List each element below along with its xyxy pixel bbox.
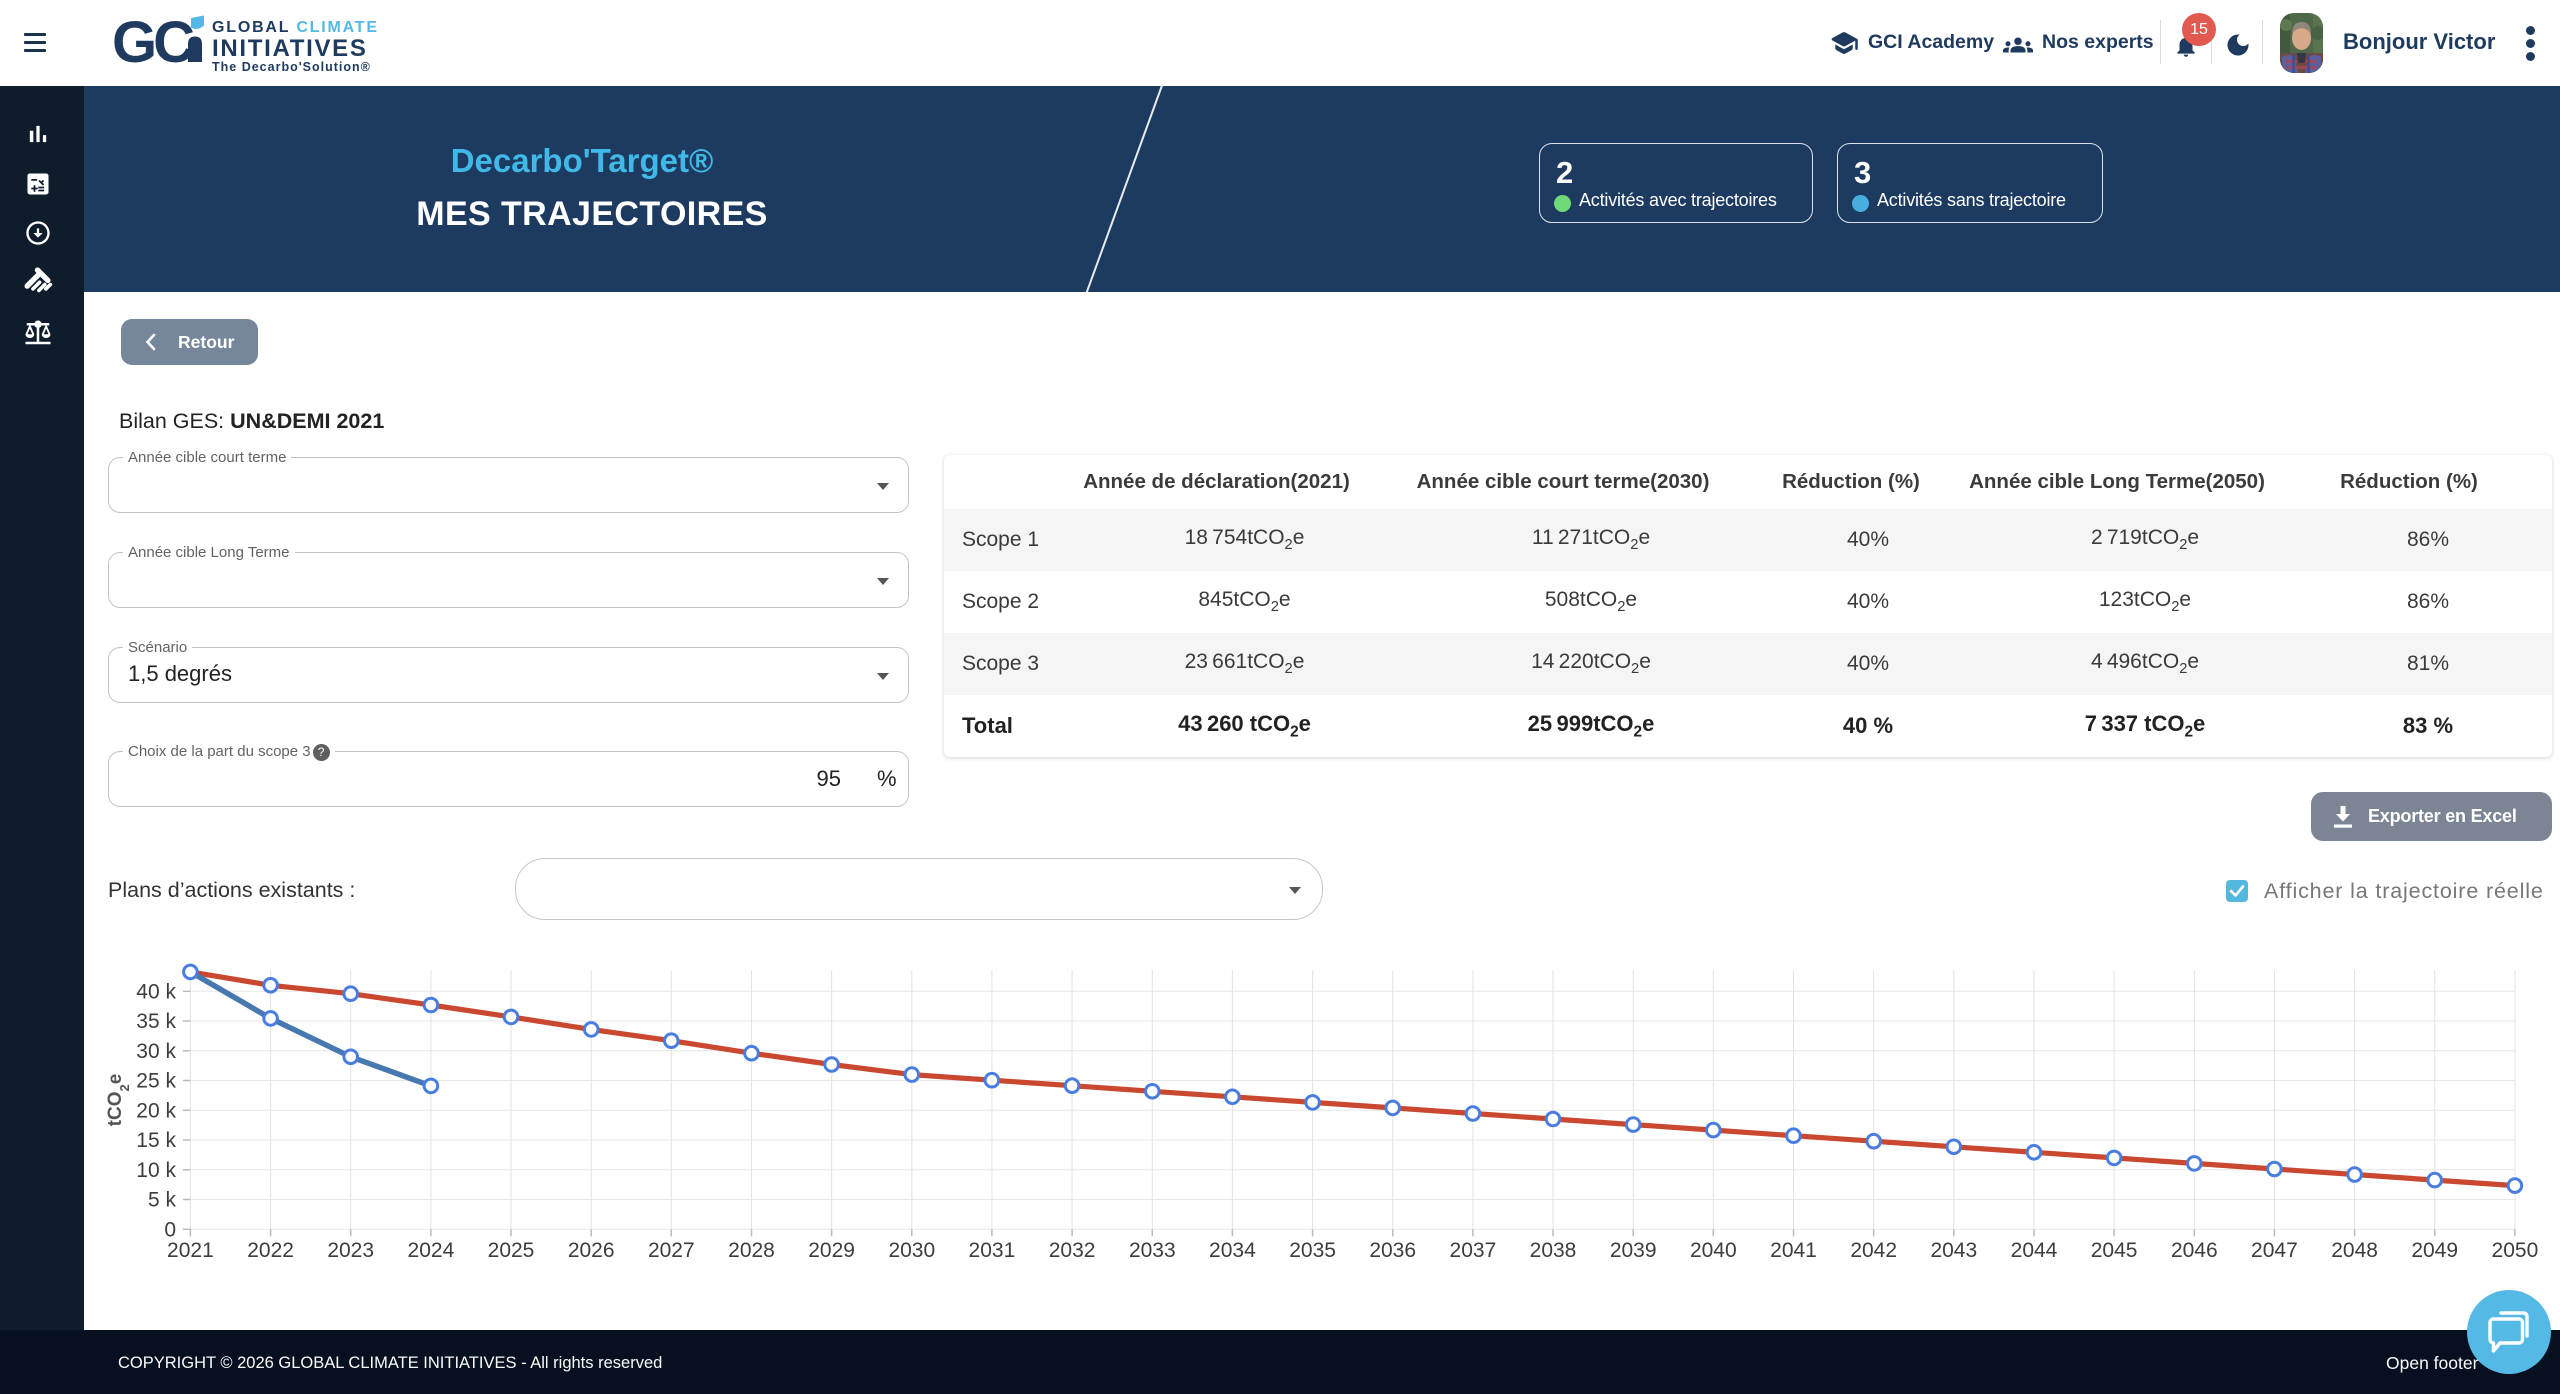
svg-text:2022: 2022 bbox=[247, 1239, 294, 1262]
svg-text:15 k: 15 k bbox=[136, 1129, 176, 1152]
svg-text:2037: 2037 bbox=[1450, 1239, 1497, 1262]
svg-text:tCO2e: tCO2e bbox=[105, 1074, 132, 1127]
svg-text:40 k: 40 k bbox=[136, 980, 176, 1003]
svg-text:2045: 2045 bbox=[2091, 1239, 2138, 1262]
svg-text:2048: 2048 bbox=[2331, 1239, 2378, 1262]
svg-text:2047: 2047 bbox=[2251, 1239, 2298, 1262]
svg-text:2049: 2049 bbox=[2411, 1239, 2458, 1262]
svg-text:5 k: 5 k bbox=[148, 1189, 177, 1212]
svg-text:2026: 2026 bbox=[568, 1239, 615, 1262]
svg-text:30 k: 30 k bbox=[136, 1040, 176, 1063]
svg-text:The Decarbo'Solution®: The Decarbo'Solution® bbox=[212, 60, 371, 74]
svg-text:20 k: 20 k bbox=[136, 1099, 176, 1122]
svg-text:2027: 2027 bbox=[648, 1239, 695, 1262]
svg-text:2042: 2042 bbox=[1850, 1239, 1897, 1262]
svg-text:2036: 2036 bbox=[1369, 1239, 1416, 1262]
svg-text:2021: 2021 bbox=[167, 1239, 214, 1262]
svg-text:2035: 2035 bbox=[1289, 1239, 1336, 1262]
svg-text:2044: 2044 bbox=[2011, 1239, 2058, 1262]
svg-text:10 k: 10 k bbox=[136, 1159, 176, 1182]
svg-text:2024: 2024 bbox=[408, 1239, 455, 1262]
svg-text:2028: 2028 bbox=[728, 1239, 775, 1262]
svg-text:INITIATIVES: INITIATIVES bbox=[212, 35, 368, 62]
svg-text:2025: 2025 bbox=[488, 1239, 535, 1262]
svg-text:GLOBAL CLIMATE: GLOBAL CLIMATE bbox=[212, 19, 379, 36]
svg-text:2039: 2039 bbox=[1610, 1239, 1657, 1262]
svg-text:2040: 2040 bbox=[1690, 1239, 1737, 1262]
svg-text:2030: 2030 bbox=[888, 1239, 935, 1262]
svg-text:2029: 2029 bbox=[808, 1239, 855, 1262]
svg-text:25 k: 25 k bbox=[136, 1070, 176, 1093]
svg-text:2023: 2023 bbox=[327, 1239, 374, 1262]
svg-text:2034: 2034 bbox=[1209, 1239, 1256, 1262]
svg-text:0: 0 bbox=[164, 1218, 176, 1241]
svg-text:2038: 2038 bbox=[1530, 1239, 1577, 1262]
svg-text:GC: GC bbox=[112, 10, 194, 75]
svg-text:2043: 2043 bbox=[1930, 1239, 1977, 1262]
svg-text:2041: 2041 bbox=[1770, 1239, 1817, 1262]
svg-text:2033: 2033 bbox=[1129, 1239, 1176, 1262]
svg-text:2046: 2046 bbox=[2171, 1239, 2218, 1262]
svg-text:2050: 2050 bbox=[2492, 1239, 2539, 1262]
svg-text:35 k: 35 k bbox=[136, 1010, 176, 1033]
svg-text:2032: 2032 bbox=[1049, 1239, 1096, 1262]
svg-text:2031: 2031 bbox=[969, 1239, 1016, 1262]
